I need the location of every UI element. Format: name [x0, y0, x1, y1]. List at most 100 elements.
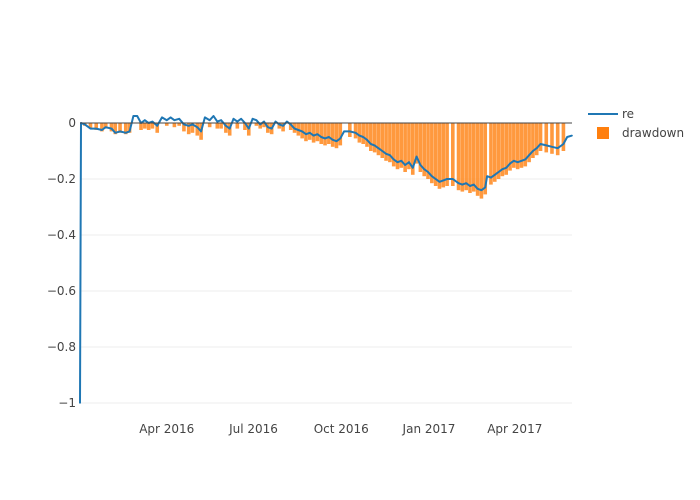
re-point	[178, 118, 180, 120]
re-point	[373, 144, 376, 147]
re-point	[532, 150, 534, 152]
drawdown-bar	[281, 123, 285, 132]
drawdown-bar	[492, 123, 497, 182]
drawdown-bar	[519, 123, 524, 168]
re-point	[255, 119, 258, 121]
drawdown-bar	[327, 123, 331, 144]
re-point	[83, 123, 86, 126]
drawdown-bar	[555, 123, 560, 156]
drawdown-bar	[489, 123, 493, 185]
drawdown-bars	[82, 123, 566, 199]
re-point	[316, 133, 319, 135]
re-point	[278, 123, 281, 126]
legend-label: drawdown	[622, 126, 684, 140]
re-point	[335, 140, 338, 142]
re-line	[79, 115, 573, 404]
drawdown-bar	[304, 123, 308, 142]
re-point	[216, 120, 219, 123]
re-point	[274, 120, 277, 123]
re-point	[381, 150, 384, 152]
re-point	[539, 143, 542, 145]
re-point	[484, 186, 487, 189]
re-point	[259, 123, 262, 126]
re-point	[480, 189, 483, 191]
drawdown-bar	[109, 123, 114, 132]
re-point	[497, 171, 500, 173]
drawdown-bar	[512, 123, 516, 168]
drawdown-bar	[118, 123, 122, 133]
drawdown-bar	[155, 123, 160, 133]
gridlines	[80, 178, 572, 404]
re-point	[343, 130, 345, 133]
re-point	[513, 160, 515, 162]
re-point	[524, 158, 527, 161]
re-point	[415, 155, 418, 158]
drawdown-bar	[388, 123, 392, 163]
re-point	[493, 174, 496, 176]
drawdown-bar	[504, 123, 509, 175]
drawdown-bar	[460, 123, 465, 192]
re-point	[232, 118, 235, 120]
re-point	[476, 188, 479, 190]
drawdown-bar	[307, 123, 312, 140]
re-point	[358, 134, 361, 137]
drawdown-bar	[531, 123, 535, 158]
drawdown-bar	[330, 123, 335, 147]
re-point	[165, 119, 168, 121]
drawdown-bar	[146, 123, 151, 130]
re-point	[297, 129, 300, 131]
drawdown-bar	[399, 123, 404, 168]
re-point	[461, 183, 464, 186]
re-point	[196, 126, 199, 128]
drawdown-bar	[508, 123, 512, 171]
re-point	[289, 123, 292, 126]
drawdown-bar	[527, 123, 531, 163]
re-point	[156, 125, 159, 127]
drawdown-bar	[500, 123, 505, 177]
legend[interactable]: re drawdown	[588, 107, 684, 140]
drawdown-bar	[357, 123, 362, 143]
re-point	[328, 136, 330, 138]
re-point	[370, 143, 372, 145]
re-point	[427, 171, 429, 173]
drawdown-bar	[143, 123, 147, 129]
re-point	[320, 136, 323, 138]
re-point	[220, 119, 222, 121]
legend-square-icon	[597, 127, 609, 139]
re-point	[535, 147, 538, 149]
re-point	[442, 179, 445, 182]
drawdown-bar	[451, 123, 455, 186]
drawdown-bar	[380, 123, 385, 158]
re-point	[411, 167, 414, 169]
drawdown-bar	[475, 123, 480, 196]
re-point	[114, 132, 117, 134]
re-point	[438, 181, 441, 183]
re-point	[354, 132, 357, 134]
re-point	[566, 136, 569, 138]
re-point	[236, 120, 239, 123]
re-point	[362, 136, 364, 138]
drawdown-bar	[369, 123, 373, 151]
x-tick-label: Oct 2016	[314, 422, 369, 436]
drawdown-bar	[361, 123, 365, 144]
re-point	[501, 168, 504, 170]
legend-item-re[interactable]: re	[588, 107, 634, 121]
re-point	[516, 161, 519, 163]
re-point	[308, 132, 311, 134]
re-point	[89, 127, 92, 130]
drawdown-bar	[464, 123, 468, 191]
re-point	[551, 146, 553, 148]
drawdown-bar	[100, 123, 104, 132]
drawdown-bar	[365, 123, 369, 147]
y-tick-label: −0.8	[47, 340, 76, 354]
drawdown-bar	[538, 123, 543, 151]
drawdown-bar	[177, 123, 181, 126]
re-point	[377, 147, 380, 149]
drawdown-bar	[418, 123, 423, 172]
drawdown-bar	[215, 123, 220, 129]
drawdown-bar	[483, 123, 488, 195]
re-point	[136, 115, 139, 117]
re-point	[124, 132, 127, 134]
legend-item-drawdown[interactable]: drawdown	[597, 126, 684, 140]
drawdown-bar	[422, 123, 427, 177]
